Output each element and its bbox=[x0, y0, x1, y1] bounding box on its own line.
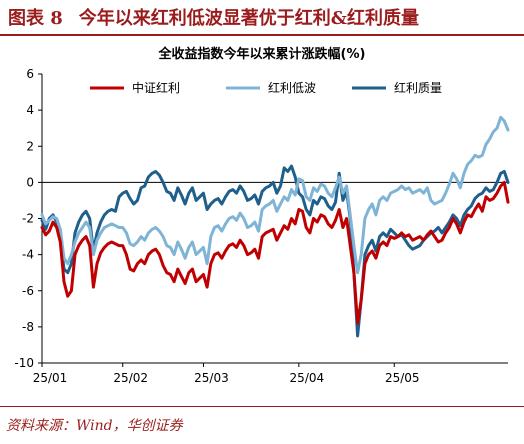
series-line-1 bbox=[40, 180, 510, 325]
x-tick-label: 25/02 bbox=[113, 371, 148, 385]
legend-label-2: 红利低波 bbox=[268, 80, 316, 95]
y-tick-label: -10 bbox=[14, 356, 34, 370]
x-tick-label: 25/03 bbox=[194, 371, 229, 385]
chart-series bbox=[40, 115, 510, 338]
x-tick-label: 25/05 bbox=[385, 371, 420, 385]
figure-label: 图表 8 bbox=[8, 8, 63, 29]
legend-label-1: 中证红利 bbox=[132, 80, 180, 95]
y-tick-label: -2 bbox=[22, 212, 34, 226]
figure-header: 图表 8 今年以来红利低波显著优于红利&红利质量 bbox=[0, 0, 524, 36]
figure-title: 今年以来红利低波显著优于红利&红利质量 bbox=[78, 8, 420, 29]
line-chart: 全收益指数今年以来累计涨跌幅(%) -10 -8 -6 -4 -2 0 2 4 6 25/01 25… bbox=[14, 46, 510, 385]
chart-axes: -10 -8 -6 -4 -2 0 2 4 6 25/01 25/02 25/03 25/04 25/05 bbox=[14, 67, 508, 385]
y-tick-label: 2 bbox=[26, 139, 34, 153]
series-line-3 bbox=[40, 164, 510, 338]
x-tick-label: 25/01 bbox=[33, 371, 68, 385]
source-note: 资料来源：Wind，华创证券 bbox=[0, 406, 524, 444]
y-tick-label: -4 bbox=[22, 248, 34, 262]
y-tick-label: -6 bbox=[22, 284, 34, 298]
series-line-2 bbox=[40, 115, 510, 275]
y-tick-label: 6 bbox=[26, 67, 34, 81]
x-tick-label: 25/04 bbox=[290, 371, 325, 385]
chart-title: 全收益指数今年以来累计涨跌幅(%) bbox=[158, 46, 366, 62]
y-tick-label: 4 bbox=[26, 103, 34, 117]
legend-label-3: 红利质量 bbox=[394, 80, 442, 95]
chart-legend: 中证红利 红利低波 红利质量 bbox=[90, 80, 442, 95]
y-tick-label: -8 bbox=[22, 320, 34, 334]
y-tick-label: 0 bbox=[26, 175, 34, 189]
